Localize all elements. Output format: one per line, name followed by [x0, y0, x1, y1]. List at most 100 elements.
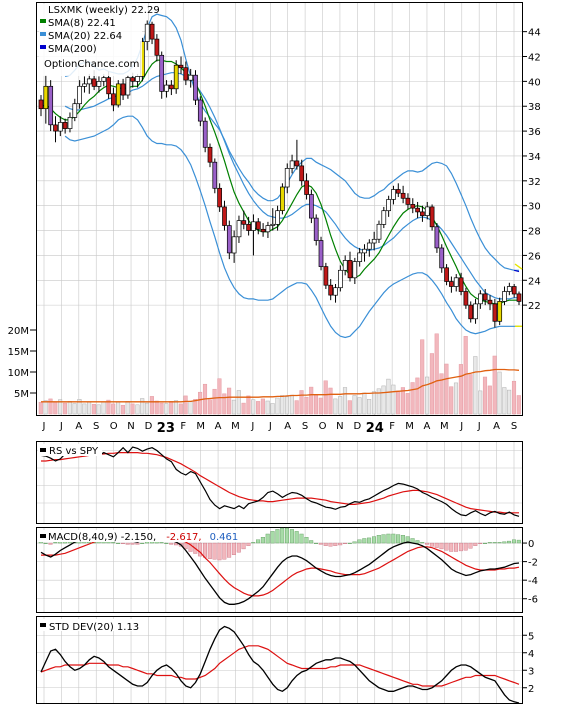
macd-histogram-bar [381, 534, 386, 544]
price-title: LSXMK (weekly) 22.29 [48, 5, 160, 16]
volume-bar [468, 374, 473, 415]
volume-bar [420, 339, 425, 415]
volume-bar [53, 401, 58, 415]
y-tick-label: -2 [528, 558, 538, 569]
macd-histogram-bar [343, 542, 348, 544]
candle-body [289, 160, 295, 169]
candle-body [299, 165, 305, 182]
candle-body [347, 260, 353, 279]
candle-body [478, 293, 483, 305]
macd-histogram-bar [173, 542, 178, 546]
volume-bar [111, 403, 116, 415]
y-tick-label: 36 [528, 127, 541, 138]
legend-swatch-sma8 [40, 19, 46, 23]
volume-bar [212, 388, 217, 415]
candle-body [48, 85, 54, 126]
candle-body [463, 291, 469, 306]
macd-histogram-bar [449, 542, 454, 552]
candle-body [371, 238, 377, 244]
volume-bar [241, 402, 246, 415]
candle-body [313, 217, 319, 241]
candle-body [106, 77, 111, 95]
volume-bar [304, 396, 309, 415]
x-tick-label: A [284, 421, 291, 432]
volume-bar [502, 387, 507, 415]
macd-histogram-bar [516, 539, 521, 544]
candle-body [193, 74, 198, 101]
volume-bar [284, 396, 290, 415]
std-title: STD DEV(20) 1.13 [49, 622, 139, 633]
volume-bar [357, 397, 362, 415]
candle-body [294, 160, 300, 167]
volume-bar [231, 399, 236, 415]
candle-body [405, 197, 411, 205]
volume-bar [396, 390, 401, 415]
macd-histogram-bar [212, 542, 217, 560]
std-legend: STD DEV(20) 1.13 [38, 619, 142, 633]
candle-body [173, 64, 179, 90]
volume-bar [116, 401, 121, 415]
volume-bar [178, 403, 183, 415]
candle-body [77, 85, 82, 105]
x-tick-label: D [353, 421, 361, 432]
macd-histogram-bar [125, 542, 130, 545]
candle-body [270, 223, 276, 226]
y-tick-label: 32 [528, 177, 541, 188]
candle-body [458, 277, 464, 292]
candle-body [352, 261, 358, 279]
macd-histogram-bar [483, 542, 488, 544]
volume-bar [72, 403, 77, 415]
candle-body [400, 192, 406, 199]
macd-histogram-bar [260, 537, 265, 544]
candle-body [381, 210, 387, 225]
volume-bar [458, 364, 463, 415]
candle-body [154, 38, 160, 56]
macd-title: MACD(8,40,9) -2.150, [48, 532, 156, 543]
candle-body [449, 281, 454, 287]
macd-histogram-bar [372, 536, 377, 544]
volume-bar [333, 398, 338, 415]
legend-swatch-sma20 [40, 32, 46, 36]
volume-bar [507, 389, 512, 415]
volume-bar [362, 392, 367, 415]
y-tick-label: -4 [528, 576, 538, 587]
candle-body [453, 277, 459, 287]
macd-histogram-bar [217, 542, 222, 561]
volume-bar [328, 387, 333, 415]
macd-histogram-bar [352, 541, 357, 544]
candle-body [188, 74, 194, 81]
volume-bar [444, 363, 449, 415]
volume-bar [270, 403, 275, 415]
y-tick-label: 2 [528, 684, 534, 695]
x-tick-label: A [215, 421, 222, 432]
volume-bar [222, 393, 227, 415]
volume-bar [43, 400, 48, 415]
volume-bar [246, 395, 251, 415]
x-tick-label: S [511, 421, 517, 432]
macd-histogram-bar [512, 539, 517, 544]
macd-histogram-bar [169, 542, 174, 545]
candle-body [280, 186, 285, 211]
price-legend: LSXMK (weekly) 22.29 SMA(8) 22.41 SMA(20… [39, 4, 160, 76]
candle-body [362, 248, 367, 254]
candle-body [487, 299, 493, 305]
y-tick-label: 28 [528, 227, 541, 238]
volume-bar [106, 399, 111, 415]
macd-histogram-bar [116, 542, 121, 544]
x-tick-label: A [75, 421, 82, 432]
macd-histogram-bar [198, 542, 203, 557]
candle-body [101, 77, 107, 82]
volume-bar [77, 399, 82, 415]
svg-text:MACD(8,40,9) -2.150,-2.617,0.4: MACD(8,40,9) -2.150, -2.617, 0.461 [48, 532, 238, 543]
x-tick-label: S [302, 421, 308, 432]
candle-body [164, 84, 169, 92]
volume-bar [453, 382, 459, 415]
volume-bar [198, 391, 203, 415]
volume-bar [492, 355, 497, 415]
volume-bar [294, 400, 299, 415]
volume-bar [425, 376, 430, 415]
y-tick-label: 34 [528, 152, 541, 163]
macd-histogram-bar [280, 527, 285, 544]
volume-bar [135, 404, 140, 415]
sma8-line [40, 59, 519, 305]
